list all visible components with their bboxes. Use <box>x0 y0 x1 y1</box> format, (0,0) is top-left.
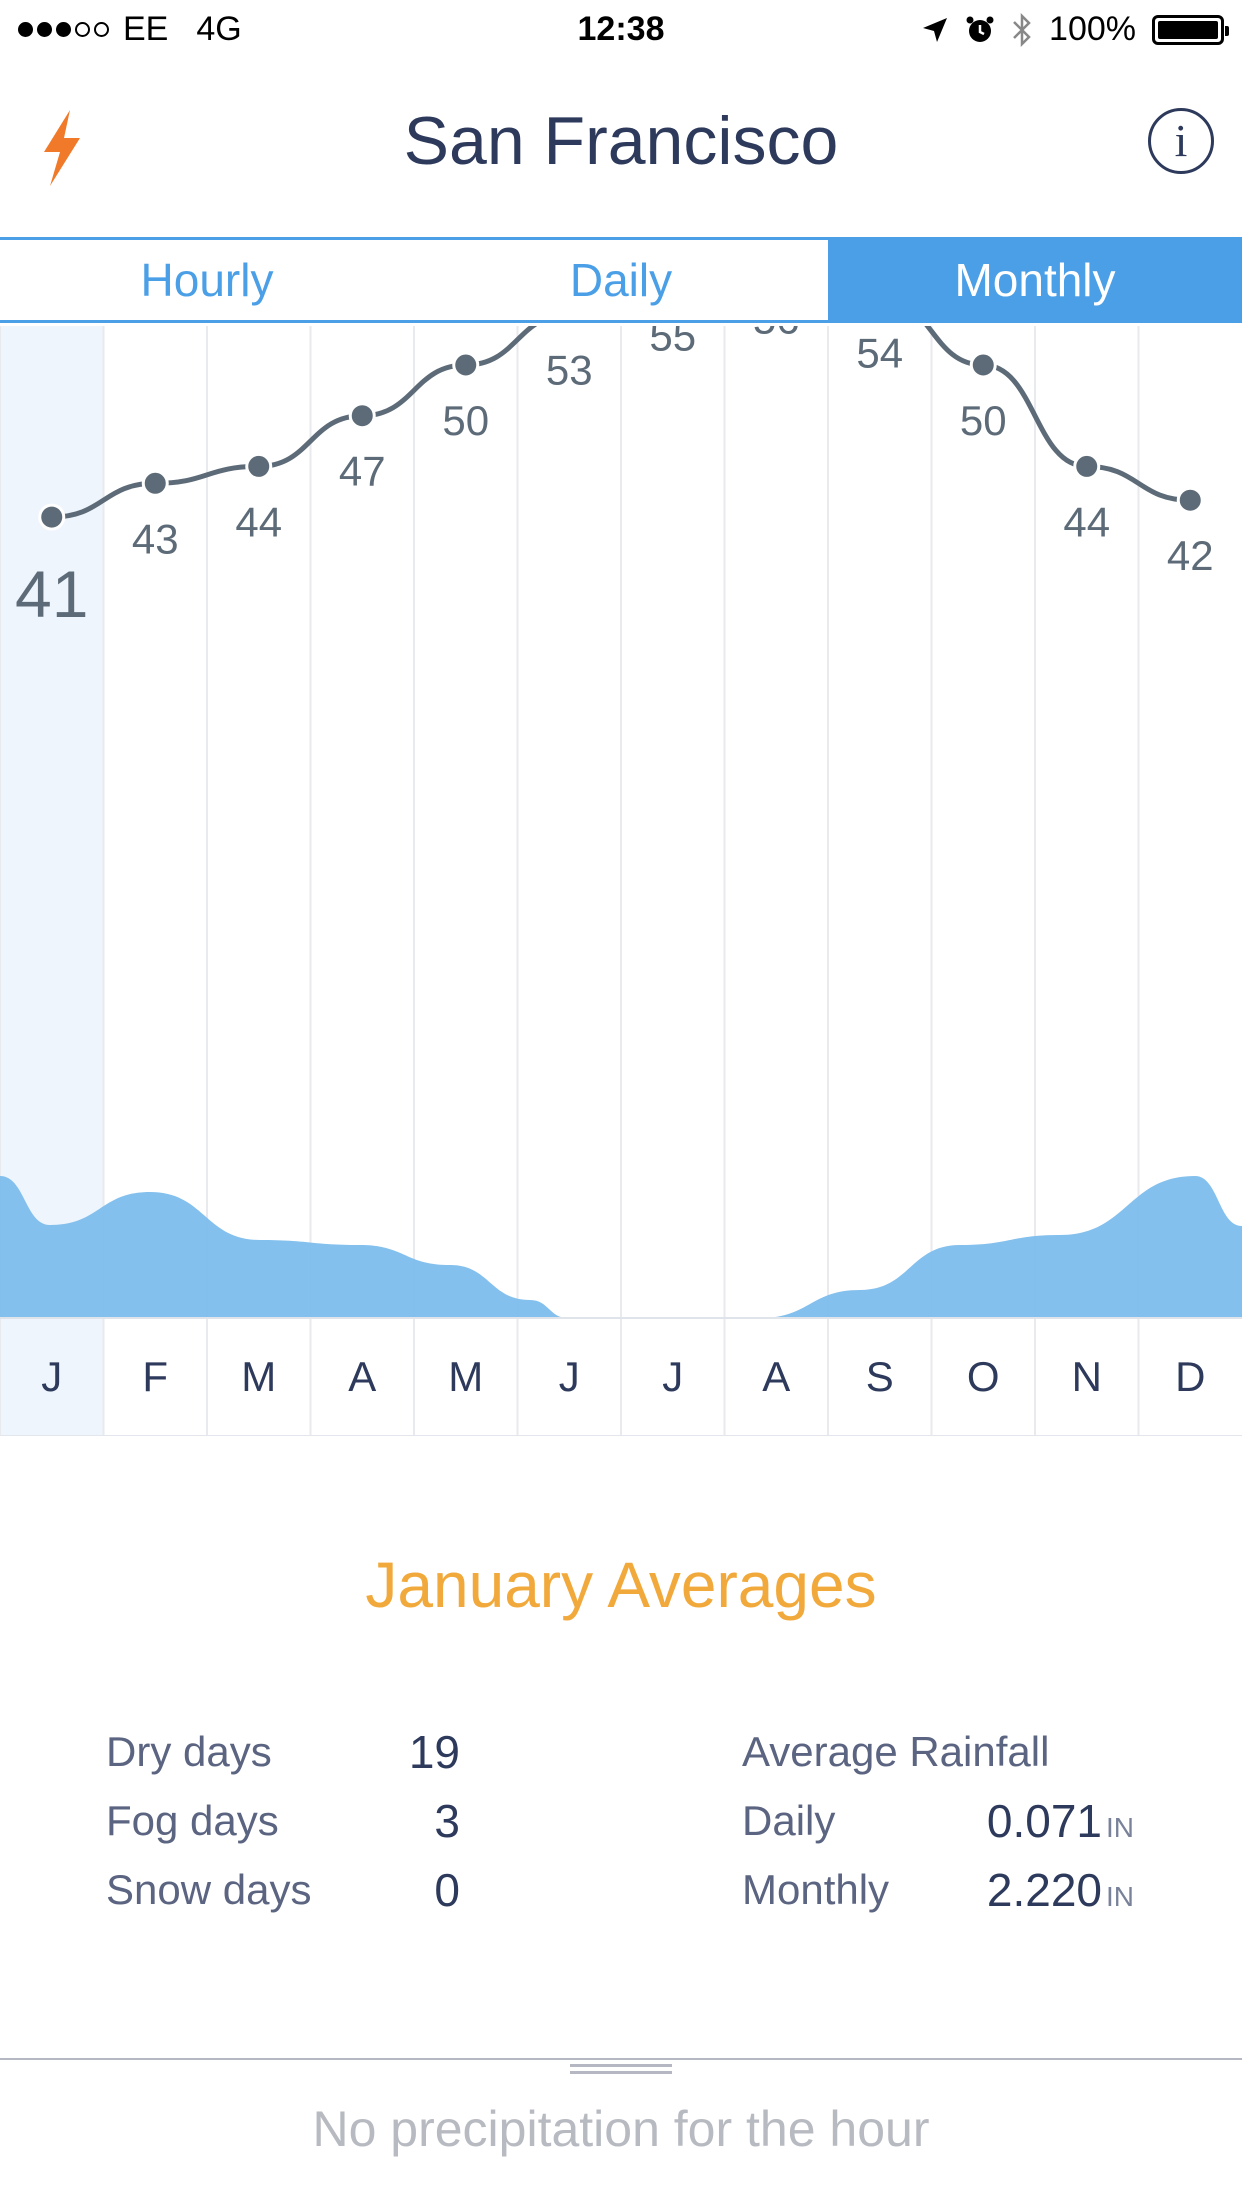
rainfall-daily-unit: IN <box>1106 1812 1134 1843</box>
bluetooth-icon <box>1013 12 1031 47</box>
status-bar: EE 4G 12:38 100% <box>0 0 1242 60</box>
low-temp-label: 47 <box>339 448 386 495</box>
signal-strength-icon <box>18 22 109 37</box>
view-tabs: Hourly Daily Monthly <box>0 237 1242 323</box>
bottom-divider <box>0 2058 1242 2060</box>
carrier-label: EE <box>123 10 169 48</box>
drag-handle[interactable] <box>570 2064 672 2074</box>
tab-monthly[interactable]: Monthly <box>828 240 1242 320</box>
rainfall-monthly-unit: IN <box>1106 1881 1134 1912</box>
battery-percent: 100% <box>1049 10 1136 48</box>
fog-days-value: 3 <box>434 1795 460 1847</box>
month-label: S <box>866 1353 894 1400</box>
low-temp-label: 54 <box>856 329 903 376</box>
rainfall-daily-label: Daily <box>742 1797 836 1844</box>
low-temp-label: 44 <box>1063 498 1110 545</box>
header: San Francisco i <box>0 80 1242 210</box>
dry-days-label: Dry days <box>106 1728 272 1775</box>
low-temp-point <box>969 351 997 379</box>
status-time: 12:38 <box>577 10 665 48</box>
month-label: F <box>142 1353 168 1400</box>
month-label: M <box>448 1353 483 1400</box>
low-temp-point <box>452 351 480 379</box>
low-temp-point <box>1073 452 1101 480</box>
low-temp-label: 50 <box>960 397 1007 444</box>
alarm-clock-icon <box>966 16 994 42</box>
low-temp-label: 50 <box>442 397 489 444</box>
fog-days-label: Fog days <box>106 1797 279 1844</box>
rainfall-daily-value: 0.071 IN <box>920 1794 1134 1848</box>
lightning-bolt-icon[interactable] <box>36 108 86 188</box>
low-temp-point <box>141 469 169 497</box>
low-temp-label: 55 <box>649 326 696 360</box>
chart-svg: 5860656670737274777164594143444750535556… <box>0 326 1242 1436</box>
averages-title: January Averages <box>365 1549 877 1621</box>
snow-days-value: 0 <box>434 1864 460 1916</box>
low-temp-label: 42 <box>1167 532 1214 579</box>
network-label: 4G <box>196 10 242 48</box>
rainfall-monthly-label: Monthly <box>742 1866 890 1913</box>
tab-hourly[interactable]: Hourly <box>140 254 274 306</box>
low-temp-label: 43 <box>132 515 179 562</box>
info-icon[interactable]: i <box>1148 108 1214 174</box>
tab-daily[interactable]: Daily <box>569 254 673 306</box>
city-title: San Francisco <box>403 103 839 179</box>
low-temp-label: 44 <box>235 498 282 545</box>
month-label: J <box>662 1353 683 1400</box>
month-label: O <box>967 1353 1000 1400</box>
rainfall-monthly-value: 2.220 IN <box>920 1863 1134 1917</box>
rainfall-monthly-number: 2.220 <box>986 1864 1102 1916</box>
battery-icon <box>1152 14 1229 45</box>
low-temp-label: 41 <box>15 557 88 631</box>
status-left: EE 4G <box>18 10 242 49</box>
monthly-temperature-chart: 5860656670737274777164594143444750535556… <box>0 326 1242 1436</box>
month-label: J <box>559 1353 580 1400</box>
month-label: N <box>1072 1353 1102 1400</box>
dry-days-value: 19 <box>408 1726 460 1778</box>
low-temp-point <box>245 452 273 480</box>
month-label: A <box>348 1353 376 1400</box>
low-temp-point <box>1176 486 1204 514</box>
status-right: 100% <box>921 10 1229 49</box>
snow-days-label: Snow days <box>106 1866 312 1913</box>
month-label: A <box>762 1353 790 1400</box>
month-label: D <box>1175 1353 1205 1400</box>
low-temp-point <box>38 503 66 531</box>
rainfall-daily-number: 0.071 <box>986 1795 1102 1847</box>
month-label: J <box>41 1353 62 1400</box>
location-arrow-icon <box>923 17 948 42</box>
average-rainfall-heading: Average Rainfall <box>742 1728 1050 1775</box>
precipitation-area <box>0 1176 1242 1318</box>
low-temp-label: 53 <box>546 346 593 393</box>
month-label: M <box>241 1353 276 1400</box>
low-temp-point <box>348 402 376 430</box>
low-temp-label: 56 <box>753 326 800 343</box>
precipitation-message: No precipitation for the hour <box>312 2101 930 2157</box>
